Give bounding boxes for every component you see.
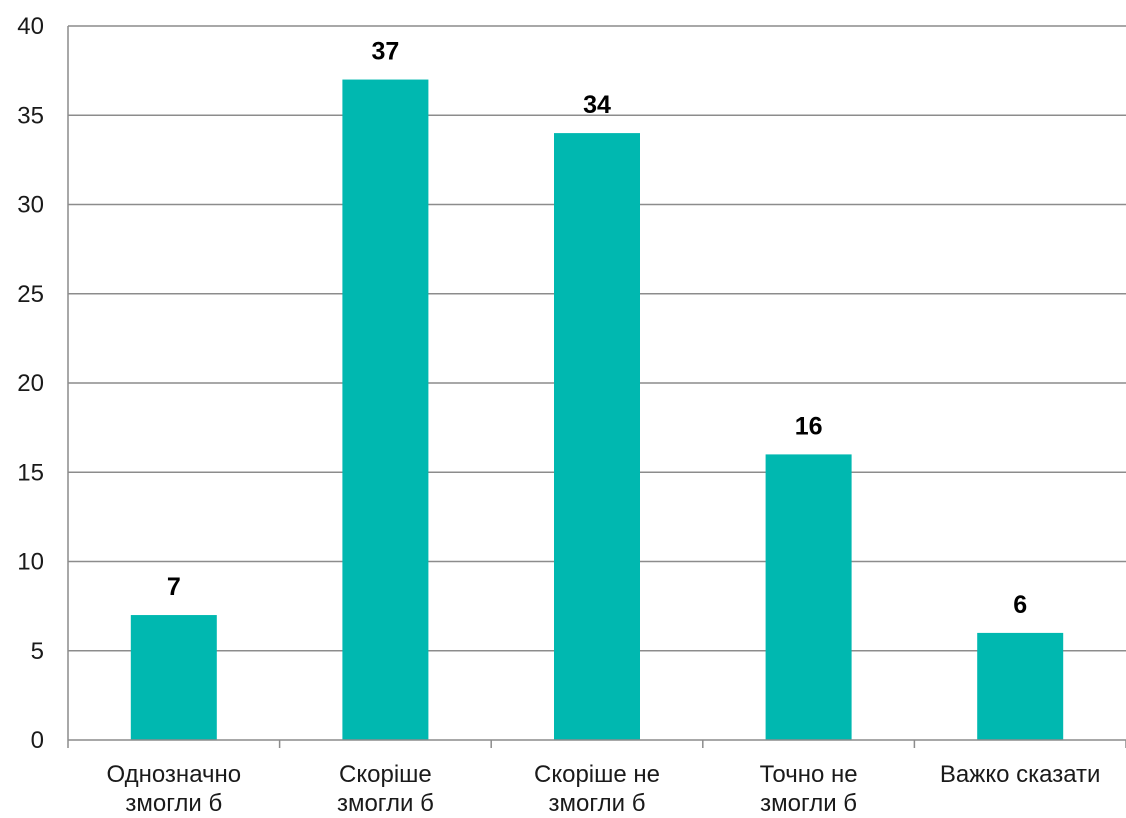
category-label-line: змогли б bbox=[549, 790, 646, 817]
y-tick-label: 0 bbox=[31, 727, 44, 754]
category-label: Скоріше не змогли б bbox=[534, 761, 660, 817]
category-label-line: змогли б bbox=[337, 790, 434, 817]
category-label: Однозначно змогли б bbox=[106, 761, 241, 817]
bars bbox=[131, 80, 1063, 740]
bar bbox=[977, 633, 1063, 740]
bar bbox=[131, 615, 217, 740]
category-label: Точно не змогли б bbox=[760, 761, 858, 817]
category-label-line: Точно не bbox=[760, 761, 858, 788]
bar bbox=[342, 80, 428, 740]
category-label-line: змогли б bbox=[760, 790, 857, 817]
category-label-line: Однозначно bbox=[106, 761, 241, 788]
y-axis-ticks: 0 5 10 15 20 25 30 35 40 bbox=[17, 13, 44, 754]
y-tick-label: 40 bbox=[17, 13, 44, 40]
category-label-line: змогли б bbox=[125, 790, 222, 817]
data-label: 6 bbox=[1013, 591, 1027, 619]
category-label-line: Важко сказати bbox=[940, 761, 1101, 788]
y-tick-label: 30 bbox=[17, 192, 44, 219]
category-label-line: Скоріше bbox=[339, 761, 432, 788]
y-tick-label: 5 bbox=[31, 638, 44, 665]
y-tick-label: 25 bbox=[17, 281, 44, 308]
y-tick-label: 10 bbox=[17, 549, 44, 576]
y-tick-label: 35 bbox=[17, 102, 44, 129]
data-label: 34 bbox=[583, 91, 611, 119]
y-tick-label: 15 bbox=[17, 459, 44, 486]
data-label: 16 bbox=[795, 412, 823, 440]
category-label: Скоріше змогли б bbox=[337, 761, 434, 817]
data-label: 37 bbox=[371, 38, 399, 66]
y-tick-label: 20 bbox=[17, 370, 44, 397]
category-label-line: Скоріше не bbox=[534, 761, 660, 788]
category-label: Важко сказати bbox=[940, 761, 1101, 788]
data-label: 7 bbox=[167, 573, 181, 601]
bar bbox=[554, 133, 640, 740]
bar bbox=[766, 454, 852, 740]
